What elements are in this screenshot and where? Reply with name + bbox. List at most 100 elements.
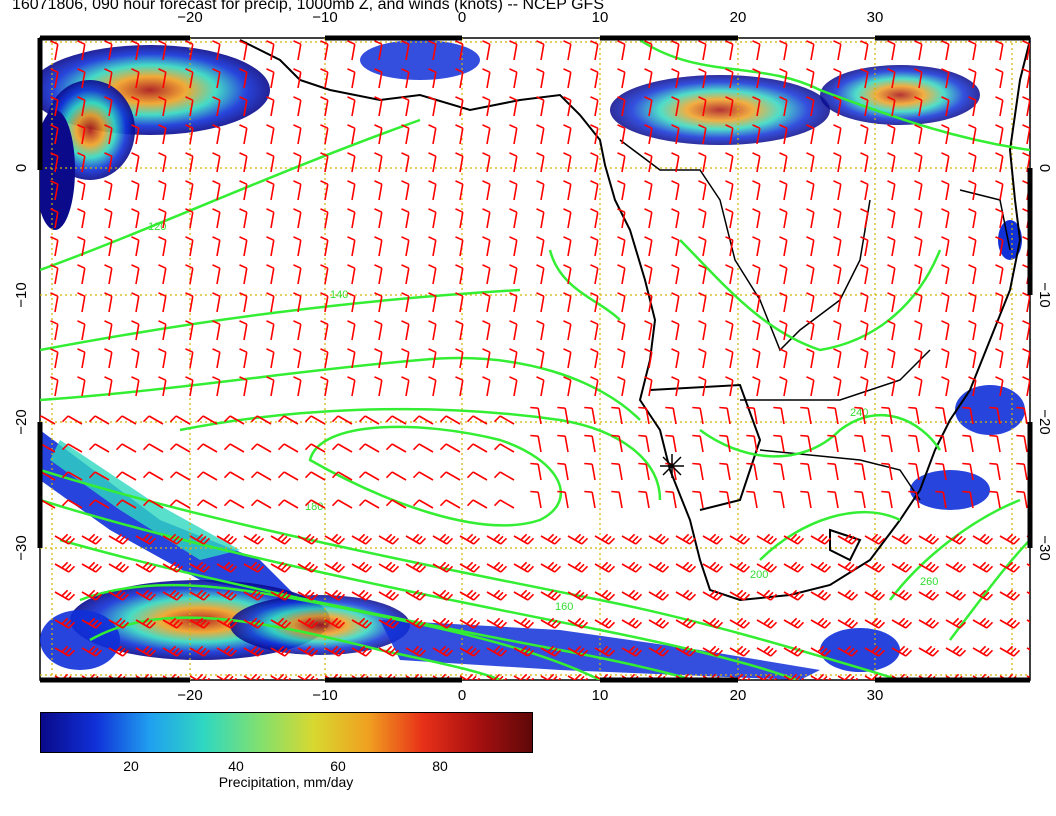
wind-barb [881, 434, 893, 453]
wind-barb [837, 645, 859, 657]
wind-barb [493, 471, 515, 481]
wind-barb [135, 561, 157, 573]
wind-barb [773, 406, 785, 425]
wind-barb [189, 617, 211, 629]
wind-barb [401, 264, 410, 285]
wind-barb [941, 292, 950, 313]
wind-barb [270, 589, 292, 601]
wind-barb [860, 292, 869, 313]
wind-barb [995, 208, 1004, 229]
wind-barb [293, 124, 302, 145]
wind-barb [482, 68, 491, 89]
wind-barb [131, 208, 140, 229]
lon-tick-label-bottom: 10 [592, 687, 609, 704]
wind-barb [77, 180, 86, 201]
wind-barb [239, 208, 248, 229]
wind-barb [320, 264, 329, 285]
wind-barb [54, 645, 76, 657]
wind-barb [54, 561, 76, 573]
wind-barb [752, 152, 761, 173]
wind-barb [536, 208, 545, 229]
wind-barb [621, 589, 643, 601]
wind-barb [158, 264, 167, 285]
wind-barb [908, 462, 920, 481]
wind-barb [212, 124, 221, 145]
wind-barb [428, 208, 437, 229]
wind-barb [914, 68, 923, 89]
wind-barb [158, 320, 167, 341]
wind-barb [567, 561, 589, 573]
wind-barb [216, 645, 238, 657]
wind-barb [428, 292, 437, 313]
wind-barb [671, 68, 680, 89]
wind-barb [378, 645, 400, 657]
wind-barb [374, 152, 383, 173]
wind-barb [962, 490, 974, 509]
wind-barb [860, 152, 869, 173]
wind-barb [941, 124, 950, 145]
wind-barb [239, 292, 248, 313]
wind-barb [405, 617, 427, 629]
lon-tick-label-top: 10 [592, 9, 609, 26]
wind-barb [617, 348, 626, 369]
wind-barb [675, 617, 697, 629]
wind-barb [162, 617, 184, 629]
wind-barb [914, 96, 923, 117]
wind-barb [702, 645, 724, 657]
wind-barb [385, 415, 407, 425]
wind-barb [590, 68, 599, 89]
wind-barb [428, 124, 437, 145]
wind-barb [432, 589, 454, 601]
wind-barb [962, 434, 974, 453]
wind-barb [995, 292, 1004, 313]
wind-barb [185, 292, 194, 313]
wind-barb [266, 40, 275, 61]
wind-barb [887, 40, 896, 61]
wind-barb [698, 180, 707, 201]
wind-barb [347, 40, 356, 61]
wind-barb [185, 376, 194, 397]
wind-barb [648, 561, 670, 573]
wind-barb [887, 376, 896, 397]
wind-barb [331, 443, 353, 453]
wind-barb [972, 645, 994, 657]
wind-barb [358, 499, 380, 509]
wind-barb [212, 40, 221, 61]
wind-barb [320, 376, 329, 397]
wind-barb [590, 208, 599, 229]
wind-barb [493, 415, 515, 425]
wind-barb [277, 415, 299, 425]
wind-barb [142, 499, 164, 509]
wind-barb [412, 471, 434, 481]
wind-barb [725, 96, 734, 117]
wind-barb [671, 320, 680, 341]
wind-barb [439, 415, 461, 425]
wind-barb [347, 236, 356, 257]
wind-barb [1022, 348, 1030, 369]
lon-tick-label-top: 20 [730, 9, 747, 26]
wind-barb [88, 499, 110, 509]
wind-barb [486, 533, 508, 545]
wind-barb [837, 589, 859, 601]
wind-barb [989, 490, 1001, 509]
wind-barb [347, 208, 356, 229]
wind-barb [131, 40, 140, 61]
wind-barb [746, 490, 758, 509]
wind-barb [482, 376, 491, 397]
wind-barb [702, 617, 724, 629]
wind-barb [968, 124, 977, 145]
wind-barb [779, 180, 788, 201]
wind-barb [617, 152, 626, 173]
contour-label: 260 [920, 576, 938, 588]
wind-barb [644, 208, 653, 229]
wind-barb [432, 645, 454, 657]
wind-barb [358, 471, 380, 481]
wind-barb [405, 561, 427, 573]
wind-barb [135, 617, 157, 629]
wind-barb [540, 589, 562, 601]
wind-barb [914, 180, 923, 201]
colorbar-tick-label: 80 [432, 758, 448, 774]
wind-barb [324, 617, 346, 629]
wind-barb [212, 348, 221, 369]
wind-barb [779, 96, 788, 117]
